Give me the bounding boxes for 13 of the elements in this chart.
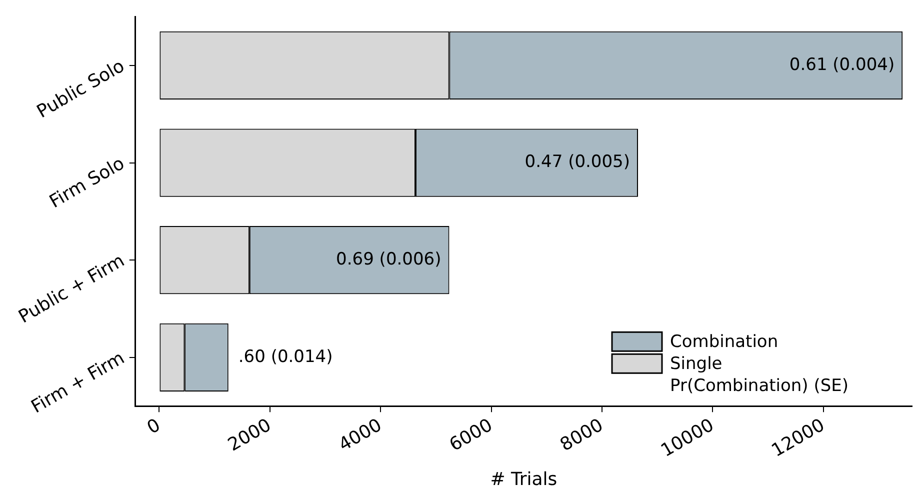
annotation: 0.69 (0.006) [336,250,442,270]
y-tick-label: Firm Solo [46,152,128,213]
x-axis-title: # Trials [490,468,558,490]
x-tick-label: 4000 [335,414,386,456]
y-tick-label: Firm + Firm [28,348,128,418]
annotation: .60 (0.014) [238,346,333,367]
legend-label: Single [670,354,722,374]
x-tick-label: 6000 [446,414,496,456]
x-tick-label: 0 [144,414,164,439]
annotation: 0.61 (0.004) [789,54,895,75]
annotation: 0.47 (0.005) [524,152,630,172]
legend-label: Combination [670,332,778,352]
annotation: Pr(Combination) (SE) [670,376,849,396]
